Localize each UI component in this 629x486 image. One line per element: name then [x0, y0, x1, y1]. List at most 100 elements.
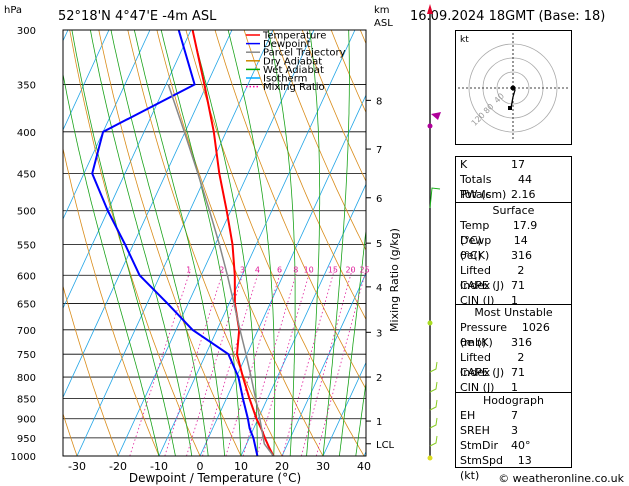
surface-value: 2: [517, 264, 525, 277]
hodograph-stat-value: 40°: [511, 439, 531, 452]
km-tick-LCL: LCL: [376, 440, 395, 451]
isotherm: [117, 30, 315, 456]
surface-label: Temp (°C): [460, 219, 490, 247]
legend-label-5: Isotherm: [263, 74, 307, 85]
dry-adiabat: [301, 30, 366, 183]
pressure-tick-600: 600: [17, 271, 36, 282]
km-tick-1: 1: [376, 417, 382, 428]
temp-tick-40: 40: [357, 460, 371, 473]
wind-barb-low-icon: [429, 435, 438, 447]
mixing-ratio-line: [202, 269, 260, 456]
legend-label-0: Temperature: [262, 31, 326, 42]
isotherm: [63, 30, 192, 310]
surface-label: θe(K): [460, 249, 490, 262]
pressure-tick-850: 850: [17, 394, 36, 405]
index-label: PW (cm): [460, 188, 507, 201]
profile-lines: [91, 30, 275, 456]
surface-row: CAPE (J) 71: [456, 278, 571, 293]
mixing-ratio-line: [315, 269, 366, 456]
temp-tick--20: -20: [109, 460, 127, 473]
axes: 1 2 3 4 6 8 10 15 20 2530035040045050055060065070…: [11, 26, 395, 473]
surface-row: Temp (°C) 17.9: [456, 218, 571, 247]
km-tick-5: 5: [376, 239, 382, 250]
isotherm: [158, 30, 356, 456]
mixing-ratio-label-15: 15: [328, 265, 338, 274]
index-label: Totals Totals: [460, 173, 492, 201]
pressure-tick-950: 950: [17, 434, 36, 445]
mixing-ratio-line: [164, 269, 225, 456]
mixing-ratio-line: [256, 269, 311, 456]
surface-value: 316: [511, 249, 532, 262]
hodograph-panel: kt 40 80 120: [455, 30, 572, 145]
surface-row: θe(K) 316: [456, 248, 571, 263]
temp-tick-30: 30: [316, 460, 330, 473]
index-row: PW (cm) 2.16: [456, 187, 571, 202]
most-unstable-row: CIN (J) 1: [456, 380, 571, 395]
pressure-tick-700: 700: [17, 326, 36, 337]
most-unstable-label: θe (K): [460, 336, 493, 349]
wind-barb-400-icon: [431, 112, 441, 120]
series-dewpoint: [91, 30, 259, 456]
hodograph-stat-label: StmDir: [460, 439, 499, 452]
most-unstable-title: Most Unstable: [474, 306, 553, 319]
wet-adiabat: [90, 30, 193, 456]
mixing-ratio-label-25: 25: [360, 265, 370, 274]
legend-label-2: Parcel Trajectory: [263, 48, 346, 59]
temp-tick-10: 10: [234, 460, 248, 473]
dry-adiabat: [272, 30, 366, 251]
isotherm: [281, 272, 366, 456]
hodograph-stat-row: EH 7: [456, 408, 571, 423]
hodograph-stat-row: StmSpd (kt) 13: [456, 453, 571, 482]
wind-point-surface-icon: [427, 455, 433, 461]
most-unstable-row: Lifted Index 2: [456, 350, 571, 379]
temp-tick-0: 0: [197, 460, 204, 473]
mixing-ratio-line: [301, 269, 353, 456]
mixing-ratio-label-6: 6: [277, 265, 282, 274]
hodograph-end-marker: [508, 106, 512, 110]
hodograph-stat-value: 7: [511, 409, 518, 422]
temp-tick-20: 20: [275, 460, 289, 473]
hodograph-ring-2: [468, 43, 558, 133]
temp-tick--10: -10: [150, 460, 168, 473]
pressure-tick-650: 650: [17, 300, 36, 311]
temp-tick--30: -30: [68, 460, 86, 473]
most-unstable-label: Pressure (mb): [460, 321, 507, 349]
most-unstable-value: 316: [511, 336, 532, 349]
asl-label: ASL: [374, 18, 393, 29]
hodograph-ring-label-120: 120: [470, 111, 487, 128]
surface-value: 71: [511, 279, 525, 292]
mixing-ratio-line: [242, 269, 298, 456]
pressure-tick-550: 550: [17, 240, 36, 251]
credit: © weatheronline.co.uk: [498, 472, 624, 485]
surface-row: CIN (J) 1: [456, 293, 571, 308]
index-value: 44: [518, 173, 533, 186]
mixing-ratio-line: [129, 269, 191, 456]
pressure-tick-500: 500: [17, 207, 36, 218]
most-unstable-label: CIN (J): [460, 381, 495, 394]
km-tick-8: 8: [376, 96, 382, 107]
surface-label: Lifted Index: [460, 264, 491, 292]
isotherm: [63, 30, 233, 399]
legend-label-1: Dewpoint: [263, 39, 311, 50]
mixing-ratio-label-8: 8: [293, 265, 298, 274]
hodograph-ring-label-40: 40: [492, 91, 506, 105]
dry-adiabat: [127, 30, 283, 456]
hodograph-ring-0: [496, 71, 530, 105]
mixing-ratio-line: [225, 269, 282, 456]
surface-value: 1: [511, 294, 518, 307]
dry-adiabat: [185, 30, 365, 456]
km-tick-4: 4: [376, 283, 382, 294]
pressure-tick-800: 800: [17, 373, 36, 384]
hodograph-stat-label: StmSpd (kt): [460, 454, 503, 482]
indices-panel: K 17 Totals Totals 44 PW (cm) 2.16: [455, 156, 572, 204]
hodograph-stat-label: SREH: [460, 424, 490, 437]
hodograph-kt-label: kt: [460, 35, 469, 45]
legend-label-4: Wet Adiabat: [263, 65, 324, 76]
surface-value: 14: [513, 234, 528, 247]
mixing-ratio-line: [186, 269, 245, 456]
wet-adiabat: [133, 30, 225, 456]
wind-point-700-icon: [427, 320, 433, 326]
isotherm: [322, 361, 366, 456]
